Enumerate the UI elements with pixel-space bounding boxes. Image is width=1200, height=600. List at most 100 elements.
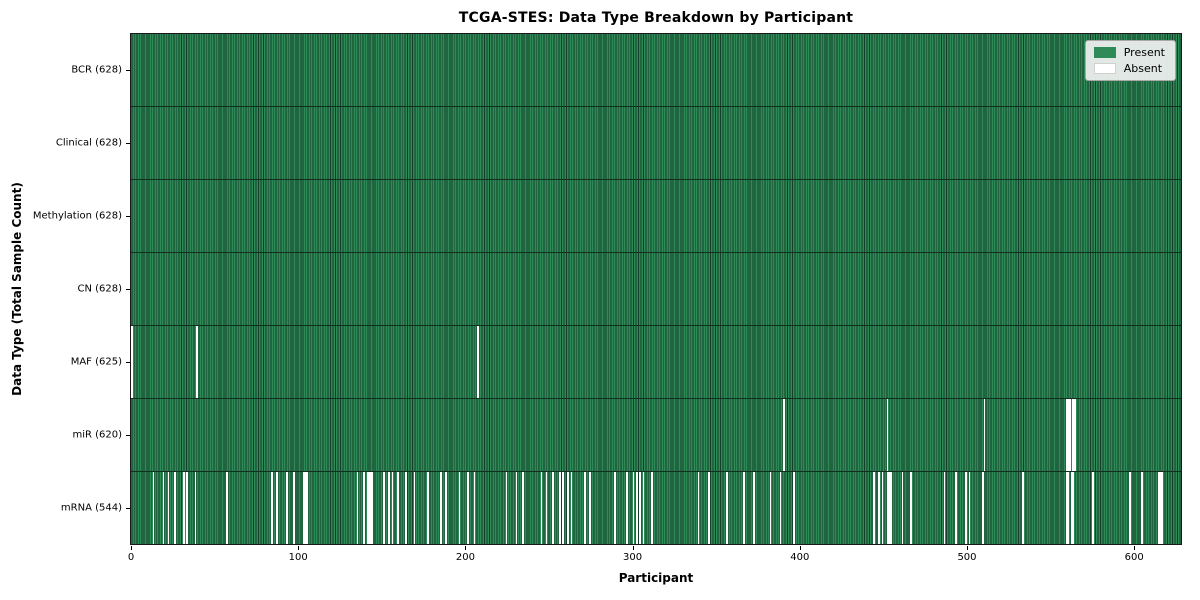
absent-bar: [186, 472, 188, 544]
absent-bar: [779, 472, 782, 544]
absent-bar: [1067, 472, 1069, 544]
absent-bar: [167, 472, 170, 544]
absent-bar: [226, 472, 228, 544]
absent-bar: [873, 472, 876, 544]
absent-bar: [1067, 399, 1069, 471]
absent-bar: [1073, 399, 1076, 471]
absent-bar: [467, 472, 469, 544]
legend: Present Absent: [1084, 40, 1176, 81]
absent-bar: [983, 399, 986, 471]
x-tick-mark: [131, 546, 132, 550]
legend-swatch-absent-icon: [1093, 63, 1116, 74]
absent-bar: [570, 472, 573, 544]
absent-bar: [522, 472, 524, 544]
absent-bar: [194, 472, 197, 544]
absent-bar: [1065, 472, 1068, 544]
absent-bar: [440, 472, 442, 544]
absent-bar: [901, 472, 904, 544]
absent-bar: [405, 472, 407, 544]
absent-bar: [356, 472, 359, 544]
absent-bar: [366, 472, 369, 544]
x-axis-ticks: 0 100 200 300 400 500 600: [128, 546, 1181, 568]
absent-bar: [1072, 472, 1074, 544]
absent-bar: [567, 472, 570, 544]
absent-bar: [584, 472, 586, 544]
x-tick-label: 500: [957, 552, 977, 563]
x-tick-label: 600: [1124, 552, 1144, 563]
heatmap-row-mrna: [131, 472, 1181, 544]
y-tick-mark: [126, 435, 130, 437]
absent-bar: [890, 472, 892, 544]
heatmap-row-bcr: [131, 34, 1181, 107]
absent-bar: [515, 472, 518, 544]
x-tick-mark: [1134, 546, 1136, 550]
y-tick-label: Clinical (628): [55, 137, 122, 149]
absent-bar: [982, 472, 984, 544]
absent-bar: [1157, 472, 1160, 544]
absent-bar: [1160, 472, 1163, 544]
absent-bar: [1159, 472, 1161, 544]
absent-bar: [152, 472, 155, 544]
absent-bar: [1068, 399, 1071, 471]
absent-bar: [505, 472, 508, 544]
absent-bar: [304, 472, 307, 544]
absent-bar: [1140, 472, 1143, 544]
chart-title: TCGA-STES: Data Type Breakdown by Partic…: [458, 10, 854, 26]
absent-bar: [162, 472, 165, 544]
absent-bar: [293, 472, 295, 544]
heatmap-row-methylation: [131, 180, 1181, 253]
absent-bar: [562, 472, 565, 544]
absent-bar: [625, 472, 628, 544]
legend-entry-present: Present: [1093, 46, 1165, 59]
y-axis-tick-labels: BCR (628) Clinical (628) Methylation (628)…: [0, 33, 122, 545]
x-tick-label: 200: [455, 552, 475, 563]
absent-bar: [426, 472, 429, 544]
x-tick-mark: [966, 546, 968, 550]
absent-bar: [726, 472, 728, 544]
y-tick-mark: [126, 215, 130, 217]
absent-bar: [413, 472, 416, 544]
absent-bar: [769, 472, 772, 544]
absent-bar: [371, 472, 374, 544]
absent-bar: [632, 472, 635, 544]
y-tick-mark: [126, 142, 130, 144]
absent-bar: [639, 472, 641, 544]
legend-swatch-present-icon: [1093, 47, 1116, 58]
y-tick-label: CN (628): [77, 283, 122, 295]
absent-bar: [881, 472, 884, 544]
absent-bar: [391, 472, 394, 544]
absent-bar: [276, 472, 279, 544]
legend-label-absent: Absent: [1123, 62, 1163, 75]
absent-bar: [396, 472, 399, 544]
absent-bar: [886, 399, 889, 471]
absent-bar: [383, 472, 386, 544]
absent-bar: [303, 472, 305, 544]
absent-bar: [286, 472, 289, 544]
absent-bar: [707, 472, 710, 544]
plot-area: [130, 33, 1182, 545]
absent-bar: [182, 472, 185, 544]
x-tick-mark: [799, 546, 801, 550]
absent-bar: [196, 326, 198, 398]
absent-bar: [1065, 399, 1068, 471]
absent-bar: [783, 399, 785, 471]
absent-bar: [458, 472, 461, 544]
y-tick-label: Methylation (628): [32, 210, 122, 222]
absent-bar: [955, 472, 957, 544]
absent-bar: [174, 472, 177, 544]
absent-bar: [368, 472, 371, 544]
heatmap-row-maf: [131, 326, 1181, 399]
absent-bar: [886, 472, 889, 544]
legend-label-present: Present: [1123, 46, 1165, 59]
absent-bar: [878, 472, 881, 544]
y-tick-mark: [126, 289, 130, 290]
x-tick-mark: [298, 546, 300, 550]
heatmap-row-clinical: [131, 107, 1181, 180]
absent-bar: [968, 472, 971, 544]
heatmap-row-cn: [131, 253, 1181, 326]
absent-bar: [589, 472, 591, 544]
absent-bar: [965, 472, 967, 544]
absent-bar: [1022, 472, 1024, 544]
absent-bar: [642, 472, 645, 544]
x-tick-label: 400: [790, 552, 810, 563]
